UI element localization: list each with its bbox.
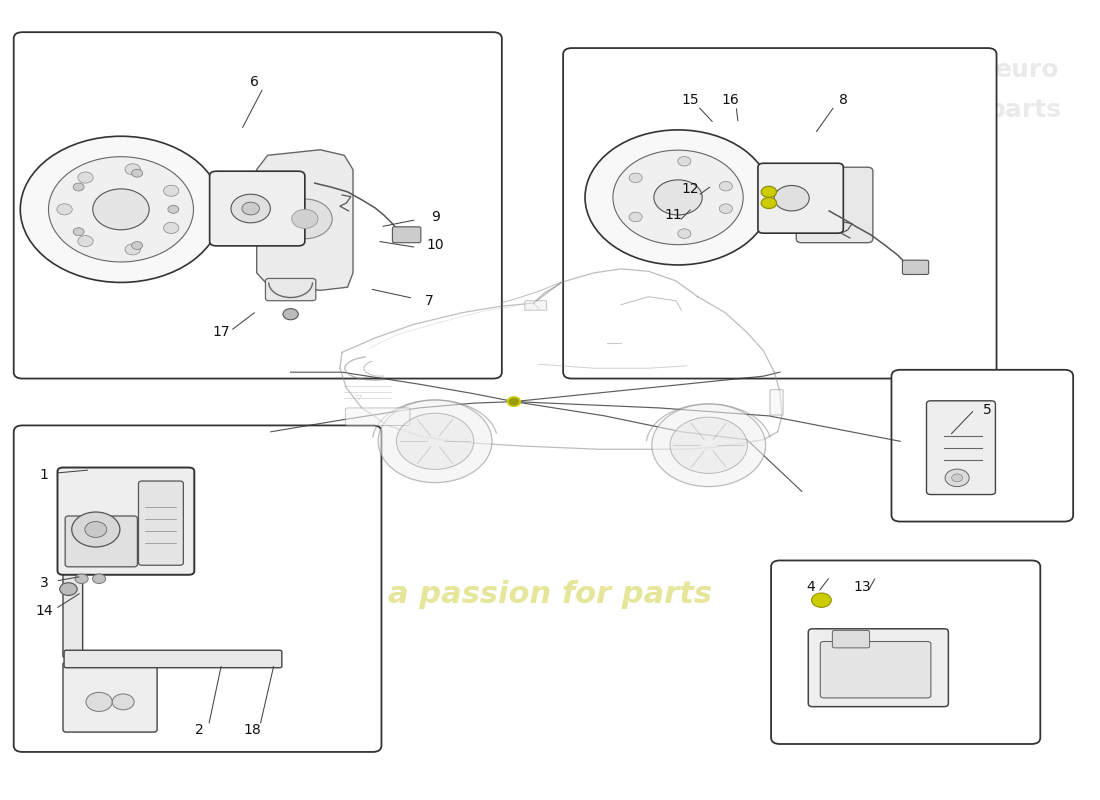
FancyBboxPatch shape	[64, 650, 282, 668]
Circle shape	[73, 228, 84, 236]
Circle shape	[164, 222, 179, 234]
Circle shape	[48, 157, 194, 262]
Text: 15: 15	[681, 93, 698, 106]
Circle shape	[92, 189, 150, 230]
Circle shape	[396, 414, 474, 470]
Circle shape	[761, 186, 777, 198]
FancyBboxPatch shape	[891, 370, 1074, 522]
Circle shape	[283, 309, 298, 320]
Circle shape	[242, 202, 260, 215]
Text: 18: 18	[243, 722, 261, 737]
FancyBboxPatch shape	[758, 163, 844, 233]
Circle shape	[78, 235, 94, 246]
Circle shape	[945, 469, 969, 486]
Circle shape	[86, 692, 112, 711]
FancyBboxPatch shape	[210, 171, 305, 246]
Text: 13: 13	[854, 580, 871, 594]
FancyBboxPatch shape	[345, 408, 410, 426]
Circle shape	[75, 574, 88, 583]
Circle shape	[585, 130, 771, 265]
Text: 12: 12	[681, 182, 698, 197]
Circle shape	[277, 199, 332, 238]
Circle shape	[72, 512, 120, 547]
Circle shape	[678, 229, 691, 238]
FancyBboxPatch shape	[393, 227, 421, 242]
FancyBboxPatch shape	[926, 401, 996, 494]
Circle shape	[652, 404, 766, 486]
Circle shape	[164, 185, 179, 196]
Text: 10: 10	[427, 238, 444, 252]
Text: euro: euro	[994, 58, 1059, 82]
Circle shape	[719, 182, 733, 191]
Circle shape	[73, 183, 84, 191]
FancyBboxPatch shape	[65, 516, 138, 567]
FancyBboxPatch shape	[63, 568, 82, 658]
Circle shape	[292, 210, 318, 229]
FancyBboxPatch shape	[833, 630, 870, 648]
Circle shape	[719, 204, 733, 214]
Text: 7: 7	[426, 294, 434, 308]
Circle shape	[231, 194, 271, 223]
FancyBboxPatch shape	[821, 642, 931, 698]
Circle shape	[629, 173, 642, 182]
Circle shape	[653, 180, 702, 215]
Text: 5: 5	[983, 402, 992, 417]
FancyBboxPatch shape	[63, 662, 157, 732]
Text: 1: 1	[40, 469, 48, 482]
FancyBboxPatch shape	[57, 467, 195, 574]
Text: 6: 6	[250, 75, 258, 90]
Circle shape	[125, 164, 141, 175]
Text: a passion for parts: a passion for parts	[388, 580, 712, 609]
FancyBboxPatch shape	[139, 481, 184, 566]
FancyBboxPatch shape	[770, 390, 783, 415]
FancyBboxPatch shape	[265, 278, 316, 301]
Circle shape	[761, 198, 777, 209]
Text: 14: 14	[35, 603, 53, 618]
Text: parts: parts	[988, 98, 1063, 122]
Circle shape	[132, 242, 143, 250]
Circle shape	[507, 397, 520, 406]
FancyBboxPatch shape	[796, 167, 873, 242]
Circle shape	[132, 170, 143, 177]
FancyBboxPatch shape	[808, 629, 948, 706]
Text: 9: 9	[430, 210, 440, 224]
FancyBboxPatch shape	[525, 301, 547, 310]
Text: 4: 4	[806, 580, 815, 594]
Circle shape	[59, 582, 77, 595]
Circle shape	[112, 694, 134, 710]
Circle shape	[378, 400, 492, 482]
FancyBboxPatch shape	[13, 32, 502, 378]
Circle shape	[678, 157, 691, 166]
FancyBboxPatch shape	[902, 260, 928, 274]
Circle shape	[629, 212, 642, 222]
Circle shape	[78, 172, 94, 183]
Text: 17: 17	[213, 326, 231, 339]
Circle shape	[952, 474, 962, 482]
Text: 2: 2	[196, 722, 205, 737]
Circle shape	[125, 244, 141, 255]
Circle shape	[774, 186, 810, 211]
Text: 3: 3	[40, 576, 48, 590]
Circle shape	[509, 398, 518, 405]
FancyBboxPatch shape	[563, 48, 997, 378]
Circle shape	[20, 136, 222, 282]
FancyBboxPatch shape	[771, 561, 1041, 744]
Text: 16: 16	[722, 93, 739, 106]
FancyBboxPatch shape	[13, 426, 382, 752]
Text: 8: 8	[839, 93, 848, 106]
Circle shape	[57, 204, 73, 215]
Polygon shape	[256, 150, 353, 290]
Circle shape	[613, 150, 744, 245]
Text: 11: 11	[664, 208, 682, 222]
Circle shape	[85, 522, 107, 538]
Circle shape	[670, 417, 747, 474]
Circle shape	[168, 206, 179, 214]
Circle shape	[812, 593, 832, 607]
Circle shape	[92, 574, 106, 583]
